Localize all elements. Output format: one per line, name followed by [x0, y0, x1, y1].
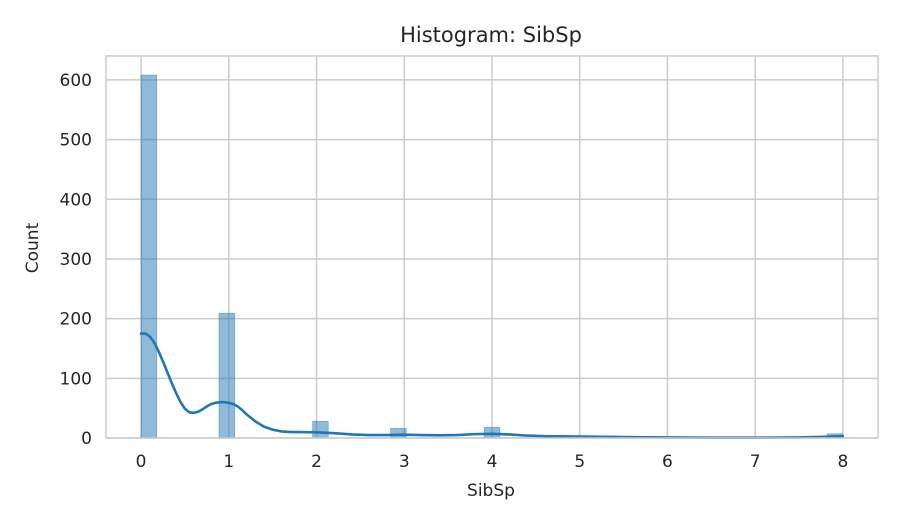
- y-tick-label: 500: [60, 131, 92, 151]
- y-axis-label: Count: [23, 222, 43, 273]
- x-tick-label: 7: [750, 452, 761, 472]
- x-tick-label: 6: [662, 452, 673, 472]
- x-axis-label: SibSp: [467, 481, 515, 501]
- histogram-bar: [218, 312, 236, 439]
- plot-frame: [105, 55, 879, 439]
- x-tick-label: 3: [399, 452, 410, 472]
- histogram-bar: [390, 428, 407, 439]
- kde-line: [139, 332, 845, 439]
- x-tick-label: 8: [837, 452, 848, 472]
- y-tick-label: 100: [60, 369, 92, 389]
- x-tick-label: 2: [311, 452, 322, 472]
- y-tick-label: 0: [81, 429, 92, 449]
- x-tick-label: 1: [223, 452, 234, 472]
- x-tick-label: 0: [136, 452, 147, 472]
- y-tick-label: 300: [60, 250, 92, 270]
- y-tick-label: 400: [60, 190, 92, 210]
- x-tick-label: 5: [574, 452, 585, 472]
- kde-curve-layer: [139, 332, 845, 439]
- x-tick-label: 4: [487, 452, 498, 472]
- histogram-bar: [312, 420, 329, 439]
- histogram-bar: [140, 74, 158, 439]
- chart-title: Histogram: SibSp: [400, 23, 582, 47]
- y-tick-label: 200: [60, 310, 92, 330]
- y-tick-label: 600: [60, 71, 92, 91]
- y-tick-labels: 0 100 200 300 400 500 600: [60, 71, 92, 449]
- x-tick-labels: 0 1 2 3 4 5 6 7 8: [136, 452, 849, 472]
